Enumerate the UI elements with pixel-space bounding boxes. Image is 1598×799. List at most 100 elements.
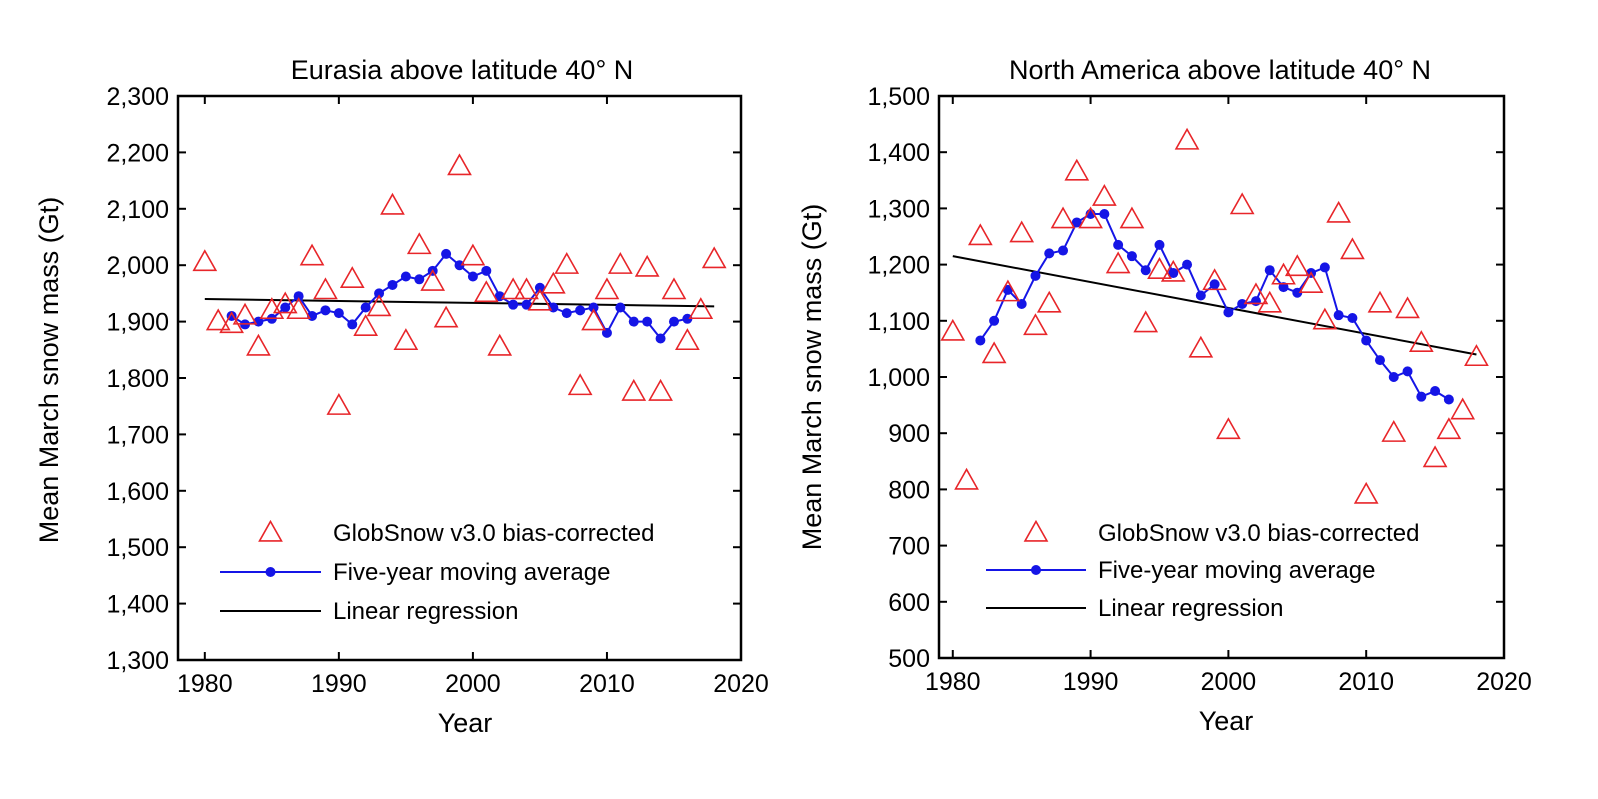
scatter-point <box>1353 481 1379 504</box>
moving-average-point <box>1443 394 1454 405</box>
scatter-point <box>366 294 392 317</box>
scatter-point <box>447 153 472 176</box>
scatter-point <box>634 254 660 277</box>
scatter-point <box>272 291 298 314</box>
moving-average-point <box>601 327 612 338</box>
scatter-point <box>1271 262 1296 285</box>
scatter-point <box>1257 290 1283 313</box>
x-axis-label: Year <box>1199 706 1254 736</box>
scatter-point <box>540 271 566 294</box>
scatter-point <box>661 277 687 300</box>
legend-label-moving: Five-year moving average <box>1098 557 1375 584</box>
scatter-point <box>1105 251 1131 274</box>
moving-average-point <box>1168 268 1179 279</box>
scatter-point <box>246 333 271 356</box>
moving-average-point <box>400 271 411 282</box>
moving-average-point <box>1126 251 1137 262</box>
scatter-point <box>473 280 499 303</box>
y-tick-label: 1,300 <box>867 195 930 223</box>
moving-average-point <box>467 271 478 282</box>
scatter-point <box>1450 397 1476 420</box>
scatter-point <box>380 192 405 215</box>
scatter-point <box>393 328 419 351</box>
moving-average-point <box>414 274 425 285</box>
moving-average-point <box>655 333 666 344</box>
moving-average-point <box>1388 372 1399 382</box>
scatter-point <box>406 232 432 255</box>
moving-average-point <box>320 305 331 316</box>
y-tick-label: 900 <box>888 420 930 448</box>
moving-average-point <box>333 308 344 319</box>
scatter-point <box>205 308 231 331</box>
scatter-point <box>1298 271 1324 293</box>
moving-average-point <box>588 302 599 313</box>
y-tick-label: 1,900 <box>106 309 169 337</box>
scatter-point <box>527 288 553 311</box>
scatter-point <box>1133 310 1159 333</box>
y-tick-label: 2,100 <box>106 196 169 224</box>
y-tick-label: 1,500 <box>106 534 169 562</box>
moving-average-point <box>1182 259 1193 270</box>
legend-label-scatter: GlobSnow v3.0 bias-corrected <box>1098 520 1420 547</box>
y-tick-label: 1,300 <box>106 647 169 675</box>
moving-average-point <box>975 335 986 346</box>
moving-average-point <box>360 302 371 313</box>
moving-average-point <box>1044 248 1055 259</box>
x-tick-label: 1980 <box>925 668 981 696</box>
y-axis-label: Mean March snow mass (Gt) <box>797 204 827 551</box>
y-axis-label: Mean March snow mass (Gt) <box>34 197 64 544</box>
moving-average-point <box>1292 287 1303 298</box>
legend: GlobSnow v3.0 bias-corrected Five-year mo… <box>220 519 655 625</box>
scatter-point <box>1326 200 1352 223</box>
scatter-point <box>192 249 218 272</box>
scatter-point <box>701 246 727 269</box>
chart-panel-2: North America above latitude 40° N 500 600… <box>797 55 1532 736</box>
scatter-point <box>286 297 312 320</box>
y-tick-label: 2,300 <box>106 83 169 111</box>
legend-label-moving: Five-year moving average <box>333 559 610 586</box>
scatter-point <box>995 279 1021 302</box>
scatter-point <box>514 277 539 300</box>
moving-average-point <box>1237 298 1248 309</box>
x-tick-label: 2000 <box>1201 668 1257 696</box>
moving-average-point <box>1209 279 1220 290</box>
scatter-point <box>594 277 620 300</box>
legend-label-regression: Linear regression <box>1098 595 1283 622</box>
moving-average-point <box>628 316 639 327</box>
scatter-point <box>1464 344 1489 367</box>
moving-average-point <box>534 282 545 293</box>
moving-average-point <box>1099 209 1110 220</box>
scatter-point <box>675 328 700 351</box>
scatter-point <box>1119 206 1145 229</box>
moving-average-point <box>1113 239 1124 250</box>
scatter-point <box>299 243 325 266</box>
moving-average-point <box>682 313 693 324</box>
y-tick-label: 500 <box>888 645 930 673</box>
moving-average-line <box>979 213 1450 401</box>
chart-title: North America above latitude 40° N <box>1009 55 1431 85</box>
moving-average-point <box>615 302 626 313</box>
scatter-point <box>1050 206 1076 229</box>
x-tick-label: 1990 <box>1063 668 1119 696</box>
scatter-point <box>1160 259 1186 282</box>
x-axis-label: Year <box>438 708 493 738</box>
scatter-point <box>1408 330 1434 353</box>
moving-average-point <box>1333 310 1344 321</box>
moving-average-point <box>989 315 1000 326</box>
scatter-point <box>500 277 526 300</box>
x-tick-label: 2010 <box>579 670 635 698</box>
moving-average-point <box>668 316 679 327</box>
y-tick-label: 1,600 <box>106 478 169 506</box>
moving-average-point <box>1319 262 1330 273</box>
scatter-point <box>1395 296 1420 319</box>
regression-line <box>952 255 1477 356</box>
x-tick-label: 2000 <box>445 670 501 698</box>
chart-panel-1: Eurasia above latitude 40° N 1,300 1,400 1,… <box>34 55 769 738</box>
moving-average-point <box>1361 335 1372 346</box>
scatter-point <box>326 393 352 415</box>
scatter-point <box>1312 307 1338 330</box>
legend-label-scatter: GlobSnow v3.0 bias-corrected <box>333 520 655 547</box>
y-tick-label: 700 <box>888 533 930 561</box>
scatter-point <box>1009 220 1035 243</box>
